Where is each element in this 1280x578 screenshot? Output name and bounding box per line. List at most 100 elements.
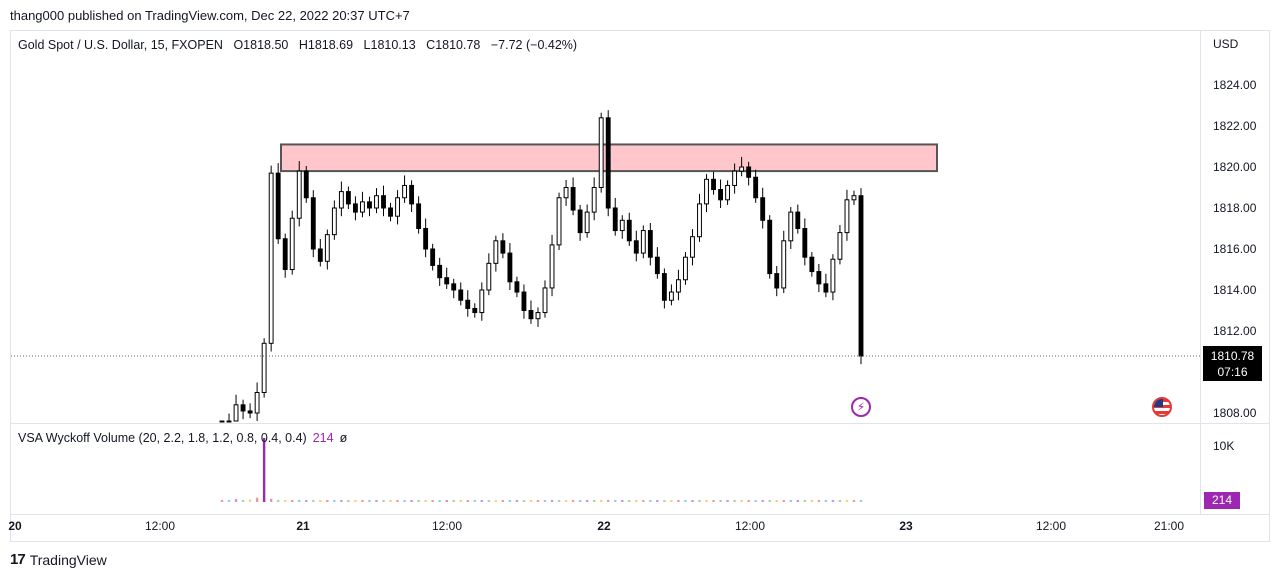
candle-body <box>697 203 702 238</box>
volume-bar <box>305 500 308 502</box>
candle-body <box>837 232 843 260</box>
volume-bar <box>607 500 610 502</box>
volume-bar <box>817 500 821 502</box>
candle-body <box>591 187 597 213</box>
volume-bar <box>269 498 273 502</box>
candle <box>732 163 738 194</box>
price-tick: 1820.00 <box>1213 160 1257 174</box>
price-axis-divider <box>1200 31 1201 515</box>
candle <box>528 300 534 324</box>
volume-bar <box>726 500 729 502</box>
candle-body <box>830 258 836 293</box>
us-flag-icon[interactable] <box>1152 397 1172 417</box>
tradingview-brand[interactable]: 17 TradingView <box>10 551 107 568</box>
candle <box>451 278 457 299</box>
volume-bar <box>656 500 659 502</box>
candle <box>324 229 330 270</box>
volume-bar <box>494 500 498 502</box>
candle-body <box>430 248 436 266</box>
candle <box>409 180 415 213</box>
volume-null-symbol: ø <box>339 431 348 445</box>
candle-body <box>289 217 295 270</box>
candle-body <box>690 236 695 258</box>
candle-body <box>437 264 443 279</box>
volume-bar <box>733 500 736 502</box>
tradingview-logo-icon: 17 <box>10 551 26 568</box>
open-value: O1818.50 <box>233 38 289 52</box>
candle <box>668 284 674 306</box>
candle-body <box>774 273 780 289</box>
candle <box>486 253 492 296</box>
volume-bar <box>635 500 638 502</box>
volume-bar <box>473 500 476 502</box>
volume-bar <box>466 500 469 502</box>
volume-legend[interactable]: VSA Wyckoff Volume (20, 2.2, 1.8, 1.2, 0… <box>18 431 347 445</box>
volume-bar <box>403 500 406 502</box>
candle <box>444 267 450 289</box>
volume-indicator-name[interactable]: VSA Wyckoff Volume (20, 2.2, 1.8, 1.2, 0… <box>18 431 307 445</box>
symbol-name[interactable]: Gold Spot / U.S. Dollar, 15, FXOPEN <box>18 38 223 52</box>
candle-body <box>233 404 239 422</box>
candle <box>374 188 379 214</box>
volume-bar <box>564 500 568 502</box>
volume-bar <box>276 499 280 502</box>
candle-body <box>395 197 400 217</box>
volume-bar <box>340 500 343 502</box>
candle <box>661 268 667 309</box>
price-tick: 1818.00 <box>1213 201 1257 215</box>
volume-bar <box>431 500 434 502</box>
candle-body <box>296 170 302 219</box>
candle <box>395 190 400 225</box>
pane-divider[interactable] <box>11 423 1269 424</box>
candle <box>704 174 709 213</box>
volume-bar <box>508 500 512 502</box>
chart-frame <box>10 30 1270 542</box>
candle <box>465 290 471 317</box>
candle <box>282 233 288 278</box>
candle <box>711 171 716 195</box>
candle <box>549 234 555 297</box>
volume-bar <box>768 500 771 502</box>
candle <box>851 190 857 205</box>
candle-body <box>809 256 815 273</box>
time-tick: 21:00 <box>1153 519 1185 533</box>
candle-body <box>331 207 337 236</box>
candle-body <box>423 228 429 250</box>
candle-body <box>261 342 267 393</box>
volume-bar <box>592 500 596 502</box>
volume-bar <box>424 500 427 502</box>
candle-body <box>654 256 660 275</box>
candle-body <box>507 252 513 283</box>
volume-bar <box>291 500 294 502</box>
candle-body <box>465 299 471 309</box>
candle <box>289 210 295 275</box>
flash-icon[interactable]: ⚡ <box>851 397 871 417</box>
volume-bar <box>712 500 715 502</box>
candle-body <box>416 203 422 229</box>
volume-bar <box>740 500 743 502</box>
candle <box>683 252 688 285</box>
candle <box>626 212 632 246</box>
volume-bar <box>248 499 252 502</box>
candle-body <box>338 191 344 209</box>
volume-bar <box>522 500 526 502</box>
volume-bar <box>283 500 287 502</box>
candle-body <box>409 184 415 205</box>
candle-body <box>381 195 386 209</box>
candle-body <box>598 117 604 188</box>
time-tick: 12:00 <box>734 519 766 533</box>
volume-bar <box>691 500 694 502</box>
volume-bar <box>824 500 828 502</box>
candle <box>458 282 464 306</box>
change-value: −7.72 (−0.42%) <box>490 38 578 52</box>
symbol-legend[interactable]: Gold Spot / U.S. Dollar, 15, FXOPEN O181… <box>18 38 584 52</box>
currency-label[interactable]: USD <box>1213 37 1239 51</box>
candle-body <box>247 410 253 414</box>
candle-body <box>458 289 464 301</box>
volume-bar <box>347 500 350 502</box>
candle-body <box>303 170 309 199</box>
candle-body <box>254 392 260 414</box>
candle-body <box>668 291 674 301</box>
volume-bar <box>719 500 722 502</box>
